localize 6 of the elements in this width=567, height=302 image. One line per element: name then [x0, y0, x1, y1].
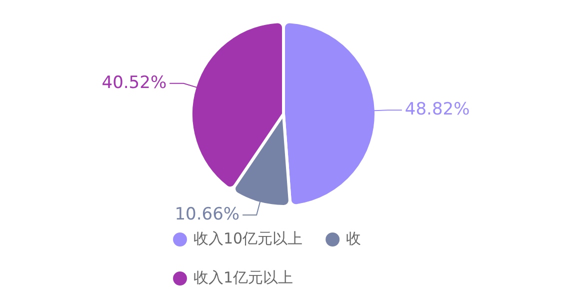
legend-label: 收入1亿元以上 — [194, 268, 294, 286]
data-label: 48.82% — [404, 100, 470, 120]
data-label: 40.52% — [102, 72, 167, 93]
data-label: 10.66% — [174, 204, 240, 224]
legend-label: 收入10亿元以上 — [194, 229, 303, 248]
legend-label: 收 — [346, 229, 362, 248]
